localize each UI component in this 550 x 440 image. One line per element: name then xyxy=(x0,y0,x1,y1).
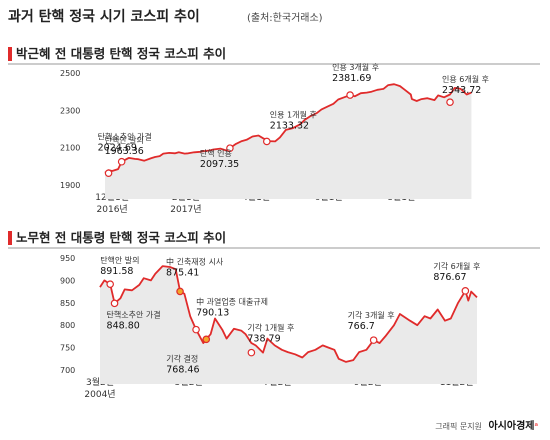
y-tick-label: 800 xyxy=(60,321,75,330)
annotation-label: 탄핵소추안 가결 xyxy=(98,132,152,142)
annotation-value: 848.80 xyxy=(107,320,140,331)
annotation-value: 790.13 xyxy=(196,308,229,319)
x-tick-label: 2017년 xyxy=(170,204,201,215)
series-line xyxy=(104,83,472,174)
y-tick-label: 950 xyxy=(60,254,75,263)
event-marker xyxy=(461,287,470,295)
kospi-chart-park: 박근혜 전 대통령 탄핵 정국 코스피 추이190021002300250012… xyxy=(8,46,540,215)
annotation-value: 2024.69 xyxy=(98,143,137,154)
y-tick-label: 850 xyxy=(60,299,75,308)
event-marker-highlight xyxy=(202,335,211,344)
annotation-label: 탄핵안 발의 xyxy=(100,255,139,265)
annotation-value: 2343.72 xyxy=(442,85,481,96)
annotation-label: 기각 1개월 후 xyxy=(247,323,294,333)
section-title-bar xyxy=(8,47,12,61)
annotation-label: 기각 결정 xyxy=(166,353,198,363)
annotation-label: 기각 3개월 후 xyxy=(348,310,395,320)
series-line xyxy=(99,265,478,363)
event-marker xyxy=(263,137,271,146)
annotation-value: 876.67 xyxy=(433,272,466,283)
y-tick-label: 750 xyxy=(60,344,75,353)
annotation-label: 인용 1개월 후 xyxy=(270,109,317,119)
series-area xyxy=(105,84,472,199)
annotation-label: 인용 3개월 후 xyxy=(332,62,379,72)
event-marker xyxy=(192,325,200,334)
x-tick-label: 2016년 xyxy=(97,204,128,215)
event-marker xyxy=(369,336,378,344)
x-tick-label: 2004년 xyxy=(84,389,115,400)
annotation-label: 탄핵안 발의 xyxy=(105,135,144,145)
y-tick-label: 700 xyxy=(60,366,75,375)
event-marker xyxy=(226,144,234,152)
annotation-label: 기각 6개월 후 xyxy=(433,261,480,271)
annotation-value: 738.79 xyxy=(247,334,280,345)
event-marker xyxy=(106,280,114,288)
section-title-bar xyxy=(8,231,12,245)
event-marker xyxy=(110,299,119,308)
annotation-label: 탄핵 인용 xyxy=(200,148,232,158)
event-marker xyxy=(117,157,126,166)
event-marker xyxy=(346,91,354,99)
section-title: 박근혜 전 대통령 탄핵 정국 코스피 추이 xyxy=(16,46,226,61)
event-marker xyxy=(247,348,256,357)
y-tick-label: 1900 xyxy=(60,181,80,190)
annotation-value: 2097.35 xyxy=(200,159,239,170)
y-tick-label: 2500 xyxy=(60,69,80,78)
annotation-value: 891.58 xyxy=(100,266,133,277)
graphic-credit: 그래픽 문지원 xyxy=(435,422,482,431)
annotation-value: 2133.32 xyxy=(270,120,309,131)
annotation-label: 탄핵소추안 가결 xyxy=(107,309,161,319)
annotation-label: 中 과열업종 대출규제 xyxy=(196,297,268,307)
page-title: 과거 탄핵 정국 시기 코스피 추이 xyxy=(8,9,200,25)
y-tick-label: 2100 xyxy=(60,144,80,153)
brand-logo: 아시아경제 xyxy=(488,421,535,432)
brand-mark-icon: ᵃ xyxy=(534,422,538,432)
event-marker xyxy=(104,169,113,177)
event-marker xyxy=(446,98,454,106)
footer: 그래픽 문지원 아시아경제ᵃ xyxy=(435,417,538,432)
annotation-label: 인용 6개월 후 xyxy=(442,74,489,84)
annotation-value: 2381.69 xyxy=(332,73,371,84)
section-title: 노무현 전 대통령 탄핵 정국 코스피 추이 xyxy=(16,230,226,245)
series-area xyxy=(100,266,477,384)
annotation-value: 875.41 xyxy=(166,267,199,278)
y-tick-label: 900 xyxy=(60,276,75,285)
kospi-chart-roh: 노무현 전 대통령 탄핵 정국 코스피 추이 700 750 800 850 900 950… xyxy=(8,230,540,400)
event-marker-highlight xyxy=(176,287,184,296)
source-note: (출처:한국거래소) xyxy=(247,13,323,24)
y-tick-label: 2300 xyxy=(60,106,80,115)
annotation-value: 768.46 xyxy=(166,364,199,375)
annotation-value: 1963.36 xyxy=(105,146,144,157)
annotation-value: 766.7 xyxy=(348,321,375,332)
annotation-label: 中 긴축재정 시사 xyxy=(166,256,224,266)
